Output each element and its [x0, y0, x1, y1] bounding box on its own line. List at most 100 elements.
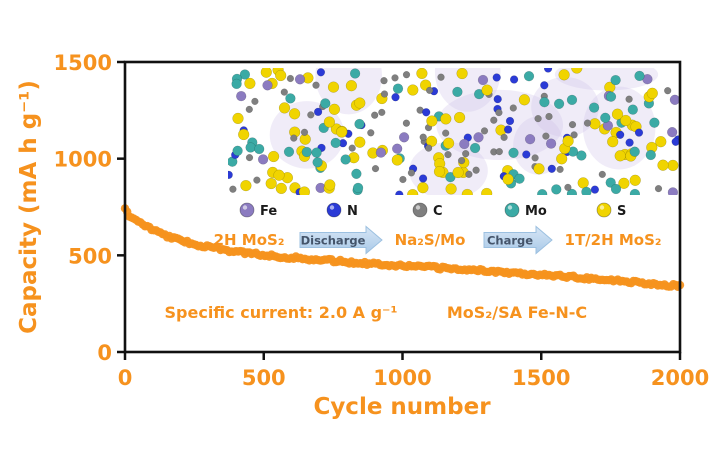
- atom-c: [490, 116, 498, 124]
- atom-mo: [320, 98, 331, 109]
- atom-c: [229, 185, 237, 193]
- atom-s: [589, 118, 601, 130]
- atom-mo: [508, 147, 519, 158]
- atom-s: [278, 102, 291, 114]
- atom-s: [416, 68, 428, 80]
- atom-s: [518, 94, 531, 106]
- atom-mo: [553, 98, 565, 109]
- specific-current-annotation: Specific current: 2.0 A g⁻¹: [165, 303, 398, 322]
- atom-mo: [629, 188, 641, 195]
- legend-atom-highlight: [329, 205, 335, 210]
- atom-s: [433, 165, 446, 178]
- reaction-state-1t-2h-mos2: 1T/2H MoS₂: [565, 231, 662, 249]
- atom-s: [629, 174, 641, 186]
- atom-c: [437, 73, 445, 81]
- atom-fe: [473, 132, 484, 143]
- atom-c: [531, 154, 539, 162]
- atom-n: [547, 164, 556, 173]
- atom-s: [354, 97, 366, 109]
- atom-s: [646, 87, 658, 99]
- atom-c: [509, 104, 517, 112]
- atom-c: [371, 164, 380, 173]
- atom-fe: [392, 143, 403, 154]
- atom-c: [664, 87, 672, 95]
- atom-n: [313, 107, 323, 117]
- x-tick-label: 500: [242, 366, 286, 390]
- atom-c: [371, 111, 379, 119]
- inset-patch: [434, 68, 501, 112]
- atom-c: [424, 144, 433, 152]
- atom-s: [571, 68, 583, 74]
- y-tick-label: 1000: [54, 148, 112, 172]
- atom-fe: [669, 94, 680, 105]
- atom-c: [495, 147, 503, 156]
- legend-atom-mo-icon: [504, 202, 520, 218]
- atom-c: [307, 111, 315, 119]
- atom-mo: [610, 183, 622, 195]
- atom-mo: [231, 78, 242, 90]
- atom-mo: [254, 143, 265, 155]
- atom-mo: [551, 184, 562, 195]
- atom-c: [568, 120, 577, 129]
- atom-s: [391, 154, 403, 166]
- plot-frame: [123, 60, 682, 354]
- atom-mo: [566, 188, 578, 195]
- x-tick-label: 0: [118, 366, 133, 390]
- legend-label-c: C: [433, 204, 443, 219]
- atom-n: [492, 73, 501, 82]
- atom-mo: [330, 137, 341, 149]
- atom-s: [275, 182, 287, 195]
- atom-n: [422, 108, 431, 117]
- atom-n: [503, 125, 513, 134]
- atom-n: [493, 94, 502, 104]
- atom-s: [620, 114, 632, 127]
- atom-s: [562, 135, 574, 147]
- atom-c: [457, 156, 466, 165]
- atom-c: [495, 108, 503, 117]
- atom-mo: [539, 97, 550, 108]
- atom-c: [564, 183, 572, 192]
- atom-mo: [392, 83, 404, 94]
- atom-s: [502, 173, 514, 185]
- atom-s: [461, 188, 473, 195]
- atom-c: [425, 86, 434, 95]
- atom-c: [348, 144, 356, 152]
- inset-patch: [554, 68, 659, 91]
- atom-s: [238, 128, 250, 141]
- atom-c: [570, 131, 578, 139]
- atom-fe: [375, 147, 387, 158]
- charge-arrow-label: Charge: [487, 234, 533, 248]
- atom-s: [265, 177, 277, 190]
- atom-s: [442, 137, 455, 149]
- atom-c: [545, 112, 553, 121]
- atom-c: [542, 132, 550, 140]
- atom-s: [445, 183, 457, 195]
- atom-mo: [610, 74, 621, 86]
- atom-mo: [351, 168, 362, 179]
- atom-n: [395, 190, 404, 195]
- atom-mo: [469, 142, 481, 154]
- legend-atom-highlight: [242, 205, 248, 210]
- atom-c: [378, 108, 386, 117]
- inset-atoms: [228, 68, 680, 195]
- atom-fe: [294, 74, 306, 85]
- atom-c: [625, 95, 633, 103]
- charge-arrow-icon: [483, 225, 553, 255]
- atom-c: [654, 184, 663, 193]
- atom-c: [380, 77, 388, 85]
- inset-patch: [513, 116, 564, 175]
- atom-s: [323, 116, 336, 128]
- structure-inset-image: [228, 68, 680, 195]
- atom-s: [533, 163, 545, 175]
- atom-n: [543, 68, 553, 73]
- atom-c: [472, 166, 480, 174]
- atom-s: [481, 187, 493, 195]
- atom-s: [556, 153, 568, 165]
- y-axis-label: Capacity (mA h g⁻¹): [16, 80, 42, 334]
- atom-c: [556, 165, 564, 174]
- atom-s: [614, 150, 626, 162]
- atom-mo: [239, 69, 251, 80]
- atom-s: [667, 159, 679, 172]
- atom-s: [456, 68, 468, 80]
- atom-c: [391, 74, 399, 82]
